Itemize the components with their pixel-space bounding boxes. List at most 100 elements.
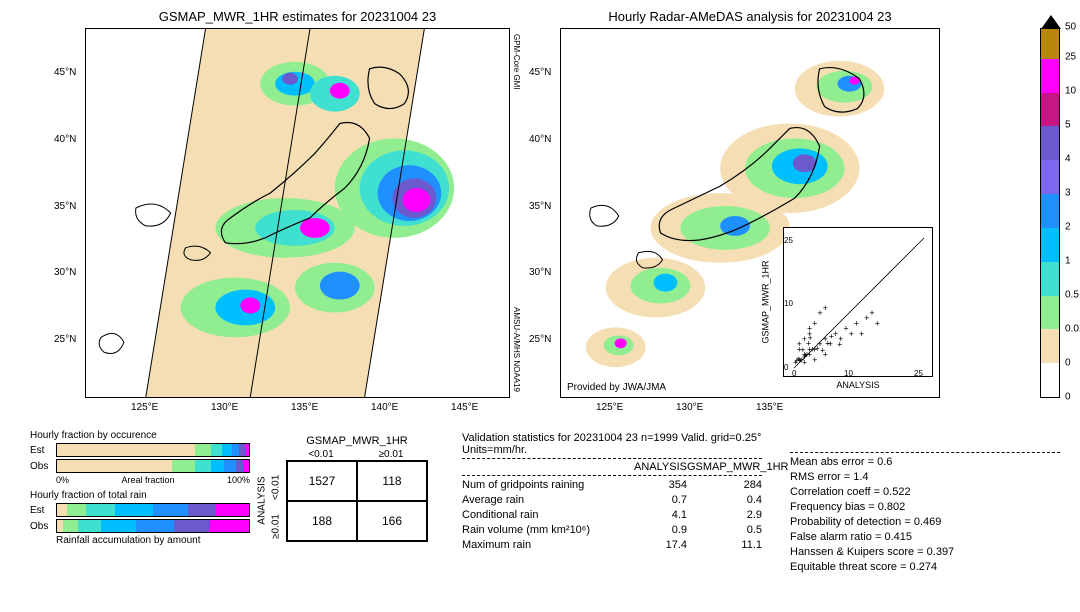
contingency-table: GSMAP_MWR_1HR <0.01 ≥0.01 <0.01 ≥0.01 15… (268, 435, 428, 542)
colorbar-tick: 0 (1065, 392, 1071, 403)
bars-panel: Hourly fraction by occurence Est Obs 0% A… (30, 430, 250, 548)
est-label: Est (30, 505, 56, 516)
lon-tick: 125°E (131, 402, 158, 413)
svg-text:+: + (849, 329, 854, 339)
lon-tick: 140°E (371, 402, 398, 413)
colorbar-tick: 1 (1065, 256, 1071, 267)
stats-row: Rain volume (mm km²10⁶)0.90.5 (462, 524, 762, 536)
lon-tick: 135°E (291, 402, 318, 413)
bar-seg (67, 504, 86, 516)
colorbar-tick: 25 (1065, 52, 1076, 63)
stat-line: Hanssen & Kuipers score = 0.397 (790, 546, 1060, 558)
stats-right: Mean abs error = 0.6RMS error = 1.4Corre… (790, 450, 1060, 576)
stat-line: RMS error = 1.4 (790, 471, 1060, 483)
stat-line: Mean abs error = 0.6 (790, 456, 1060, 468)
sat-label: GPM-Core GMI (512, 34, 521, 90)
bar-seg (243, 460, 249, 472)
bar-seg (188, 504, 217, 516)
obs-label: Obs (30, 521, 56, 532)
colorbar-seg (1041, 329, 1059, 363)
map-left-title: GSMAP_MWR_1HR estimates for 20231004 23 (159, 9, 436, 24)
colorbar-arrow-icon (1041, 15, 1061, 29)
stats-hdr-a: ANALYSIS (612, 461, 687, 473)
colorbar-tick: 0.5 (1065, 290, 1079, 301)
inset-svg: ++++++++++++++++++++++++++++++++++++++++… (784, 228, 934, 378)
bar-tot-obs (56, 519, 250, 533)
svg-text:+: + (812, 318, 817, 328)
svg-text:+: + (859, 329, 864, 339)
svg-text:10: 10 (844, 369, 853, 378)
bar-seg (195, 460, 210, 472)
colorbar-seg (1041, 59, 1059, 93)
cont-cell: 118 (357, 461, 427, 501)
stat-line: Frequency bias = 0.802 (790, 501, 1060, 513)
colorbar-seg (1041, 363, 1059, 397)
colorbar-tick: 0.01 (1065, 324, 1080, 335)
stat-line: False alarm ratio = 0.415 (790, 531, 1060, 543)
lon-tick: 135°E (756, 402, 783, 413)
svg-text:+: + (875, 318, 880, 328)
colorbar-seg (1041, 194, 1059, 228)
bar-seg (57, 504, 67, 516)
lon-tick: 130°E (211, 402, 238, 413)
svg-text:+: + (807, 324, 812, 334)
cont-row1: ≥0.01 (268, 507, 284, 547)
colorbar-tick: 5 (1065, 120, 1071, 131)
bar-seg (232, 444, 240, 456)
bar-seg (216, 504, 249, 516)
lon-tick: 145°E (451, 402, 478, 413)
bar-occ-obs (56, 459, 250, 473)
lat-tick: 45°N (529, 67, 551, 78)
map-left-panel: GSMAP_MWR_1HR estimates for 20231004 23 (85, 28, 510, 398)
svg-text:25: 25 (784, 236, 793, 245)
svg-text:0: 0 (792, 369, 797, 378)
svg-text:+: + (869, 308, 874, 318)
colorbar-seg (1041, 93, 1059, 127)
stat-line: Equitable threat score = 0.274 (790, 561, 1060, 573)
stats-title: Validation statistics for 20231004 23 n=… (462, 432, 762, 456)
cont-title: GSMAP_MWR_1HR (286, 435, 428, 447)
bar-occ-est (56, 443, 250, 457)
bar-seg (57, 460, 172, 472)
axis-min: 0% (56, 475, 69, 485)
bar-seg (63, 520, 78, 532)
bar-seg (236, 460, 244, 472)
bar-seg (78, 520, 101, 532)
colorbar-tick: 2 (1065, 222, 1071, 233)
svg-text:+: + (854, 318, 859, 328)
inset-xlabel: ANALYSIS (836, 380, 879, 390)
lat-tick: 45°N (54, 67, 76, 78)
colorbar-seg (1041, 228, 1059, 262)
cont-cell: 166 (357, 501, 427, 541)
svg-text:10: 10 (784, 299, 793, 308)
colorbar-seg (1041, 160, 1059, 194)
cont-cell: 188 (287, 501, 357, 541)
colorbar-seg (1041, 29, 1059, 59)
lat-tick: 25°N (529, 334, 551, 345)
bar-seg (174, 520, 209, 532)
axis-label: Areal fraction (121, 475, 174, 485)
bar-seg (222, 444, 232, 456)
svg-text:+: + (793, 357, 798, 367)
bar-seg (211, 460, 224, 472)
colorbar-tick: 50 (1065, 22, 1076, 33)
svg-text:+: + (823, 303, 828, 313)
stats-left: Validation statistics for 20231004 23 n=… (462, 432, 762, 554)
colorbar-tick: 0 (1065, 358, 1071, 369)
map-right-panel: Hourly Radar-AMeDAS analysis for 2023100… (560, 28, 940, 398)
svg-text:0: 0 (784, 363, 789, 372)
stats-row: Maximum rain17.411.1 (462, 539, 762, 551)
bars-title1: Hourly fraction by occurence (30, 430, 250, 441)
bar-seg (224, 460, 236, 472)
bars-title2: Hourly fraction of total rain (30, 490, 250, 501)
svg-text:+: + (837, 340, 842, 350)
svg-text:+: + (823, 350, 828, 360)
map-right-title: Hourly Radar-AMeDAS analysis for 2023100… (608, 9, 891, 24)
lat-tick: 40°N (529, 134, 551, 145)
svg-text:+: + (802, 357, 807, 367)
colorbar-tick: 3 (1065, 188, 1071, 199)
lat-tick: 35°N (54, 201, 76, 212)
bar-seg (115, 504, 153, 516)
cont-row0: <0.01 (268, 467, 284, 507)
bar-seg (136, 520, 174, 532)
